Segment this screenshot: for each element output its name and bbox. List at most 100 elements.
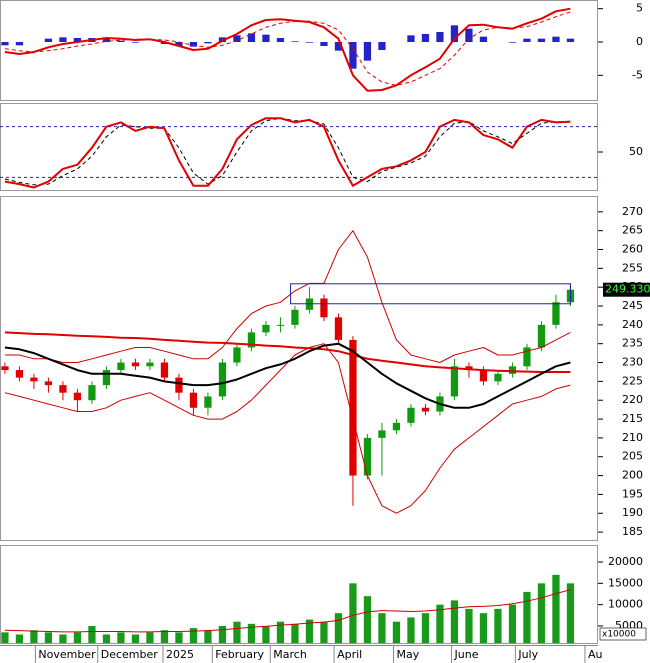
x-tick-label: April xyxy=(337,648,362,661)
candle-body xyxy=(537,324,546,348)
bar xyxy=(349,583,357,643)
bar xyxy=(218,625,227,643)
y-tick-label: 10000 xyxy=(608,598,643,611)
bar xyxy=(233,35,241,42)
y-tick-label: 215 xyxy=(622,412,643,425)
bar xyxy=(566,38,575,42)
bar xyxy=(566,583,575,643)
bar xyxy=(523,38,531,42)
bar xyxy=(73,632,82,643)
bar xyxy=(436,604,444,643)
x-tick-label: Au xyxy=(588,648,603,661)
bar xyxy=(479,613,488,643)
x-tick-label: May xyxy=(397,648,420,661)
y-tick-label: -5 xyxy=(632,68,643,81)
candle-body xyxy=(44,381,53,386)
candle-body xyxy=(117,362,125,371)
x-tick-label: February xyxy=(215,648,264,661)
bar xyxy=(175,42,183,46)
bar xyxy=(450,600,459,643)
bar xyxy=(305,619,314,643)
y-tick-label: 260 xyxy=(622,243,643,256)
y-tick-label: 5 xyxy=(636,2,643,15)
bar xyxy=(276,621,285,643)
bar xyxy=(537,38,546,42)
bar xyxy=(262,625,270,643)
y-tick-label: 15000 xyxy=(608,576,643,589)
bar xyxy=(233,621,241,643)
x-tick-label: July xyxy=(517,648,538,661)
last-price-box xyxy=(603,282,650,297)
y-tick-label: 210 xyxy=(622,431,643,444)
bar xyxy=(465,608,473,643)
bar xyxy=(175,632,183,643)
bar xyxy=(117,632,125,643)
bar xyxy=(334,613,343,643)
bar xyxy=(189,42,198,47)
bar xyxy=(15,42,24,46)
bar xyxy=(494,608,502,643)
bar xyxy=(349,42,357,69)
bar xyxy=(465,28,473,42)
y-tick-label: 270 xyxy=(622,205,643,218)
bar xyxy=(421,613,430,643)
bar xyxy=(160,630,169,643)
bar xyxy=(102,38,111,42)
candle-body xyxy=(1,366,9,371)
bar xyxy=(1,42,9,46)
panel-frame xyxy=(0,103,598,191)
candle-body xyxy=(276,324,285,326)
bar xyxy=(59,634,67,643)
bar xyxy=(204,42,212,44)
candle-body xyxy=(73,392,82,401)
bar xyxy=(523,591,531,643)
bar xyxy=(407,617,415,643)
series-line xyxy=(4,342,571,409)
bar xyxy=(320,42,328,46)
bar xyxy=(552,36,560,42)
candle-body xyxy=(146,362,154,367)
series-line xyxy=(4,117,571,189)
y-tick-label: 0 xyxy=(636,35,643,48)
unit-label: x10000 xyxy=(602,630,636,640)
y-tick-label: 255 xyxy=(622,261,643,274)
y-tick-label: 200 xyxy=(622,469,643,482)
bar xyxy=(436,32,444,42)
candle-body xyxy=(189,392,198,408)
bar xyxy=(73,38,82,42)
bar xyxy=(508,42,517,43)
bar xyxy=(262,34,270,42)
bar xyxy=(88,625,96,643)
bar xyxy=(291,623,299,643)
candle-body xyxy=(15,370,24,378)
candle-body xyxy=(349,339,357,476)
candle-body xyxy=(523,347,531,367)
bar xyxy=(508,604,517,643)
bar xyxy=(537,583,546,643)
bar xyxy=(363,596,372,643)
bar xyxy=(552,574,560,643)
candle-body xyxy=(421,407,430,412)
bar xyxy=(392,621,401,643)
bar xyxy=(247,33,256,42)
candle-body xyxy=(392,422,401,431)
y-tick-label: 265 xyxy=(622,224,643,237)
x-tick-label: December xyxy=(101,648,159,661)
candle-body xyxy=(204,396,212,408)
candle-body xyxy=(363,437,372,476)
candle-body xyxy=(59,385,67,393)
bar xyxy=(59,37,67,42)
series-line xyxy=(4,589,571,633)
y-tick-label: 195 xyxy=(622,487,643,500)
y-tick-label: 50 xyxy=(629,145,643,158)
panel-frame xyxy=(0,545,598,644)
bar xyxy=(479,36,488,42)
y-tick-label: 185 xyxy=(622,525,643,538)
bar xyxy=(320,621,328,643)
bar xyxy=(131,42,140,43)
y-tick-label: 240 xyxy=(622,318,643,331)
bar xyxy=(305,42,314,43)
